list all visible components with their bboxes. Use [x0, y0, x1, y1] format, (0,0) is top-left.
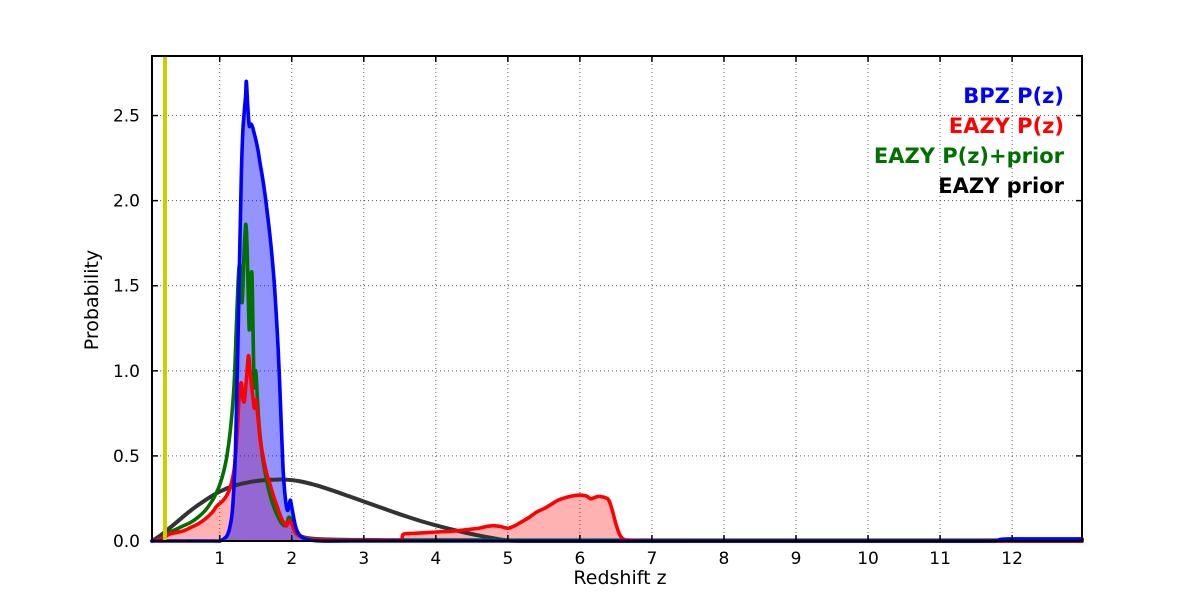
gridlines — [152, 56, 1082, 541]
series-fill-eazy-p-z — [152, 355, 1082, 541]
x-tick-label: 1 — [214, 549, 225, 569]
axis-ticks — [152, 56, 1082, 542]
x-tick-label: 4 — [430, 549, 441, 569]
y-tick-label: 2.0 — [113, 192, 140, 212]
y-tick-label: 1.0 — [113, 362, 140, 382]
x-tick-label: 8 — [719, 549, 730, 569]
x-tick-label: 10 — [857, 549, 879, 569]
legend-entry-eazy-p-z-prior: EAZY P(z)+prior — [874, 144, 1065, 168]
y-tick-label: 1.5 — [113, 277, 140, 297]
x-tick-label: 5 — [502, 549, 513, 569]
series-fill-bpz-p-z — [152, 81, 1082, 542]
y-tick-label: 0.5 — [113, 447, 140, 467]
legend: BPZ P(z) EAZY P(z) EAZY P(z)+prior EAZY pri… — [874, 84, 1065, 198]
x-tick-labels: 1 2 3 4 5 6 7 8 9 10 11 12 — [214, 549, 1023, 569]
legend-entry-bpz-p-z: BPZ P(z) — [963, 84, 1064, 108]
x-tick-label: 12 — [1001, 549, 1023, 569]
x-tick-label: 11 — [929, 549, 951, 569]
x-tick-label: 2 — [286, 549, 297, 569]
series-line-eazy-p-z-prior — [150, 222, 1084, 543]
x-tick-label: 9 — [791, 549, 802, 569]
x-tick-label: 3 — [358, 549, 369, 569]
y-tick-label: 2.5 — [113, 107, 140, 127]
plot-border — [151, 55, 1083, 542]
legend-entry-eazy-p-z: EAZY P(z) — [949, 114, 1064, 138]
y-tick-label: 0.0 — [113, 532, 140, 552]
y-tick-labels: 0.0 0.5 1.0 1.5 2.0 2.5 — [113, 107, 140, 552]
x-axis-label: Redshift z — [573, 567, 666, 589]
y-axis-label: Probability — [81, 250, 103, 350]
x-tick-label: 7 — [647, 549, 658, 569]
legend-entry-eazy-prior: EAZY prior — [938, 174, 1064, 198]
axis-frame — [151, 55, 1083, 542]
x-tick-label: 6 — [574, 549, 585, 569]
